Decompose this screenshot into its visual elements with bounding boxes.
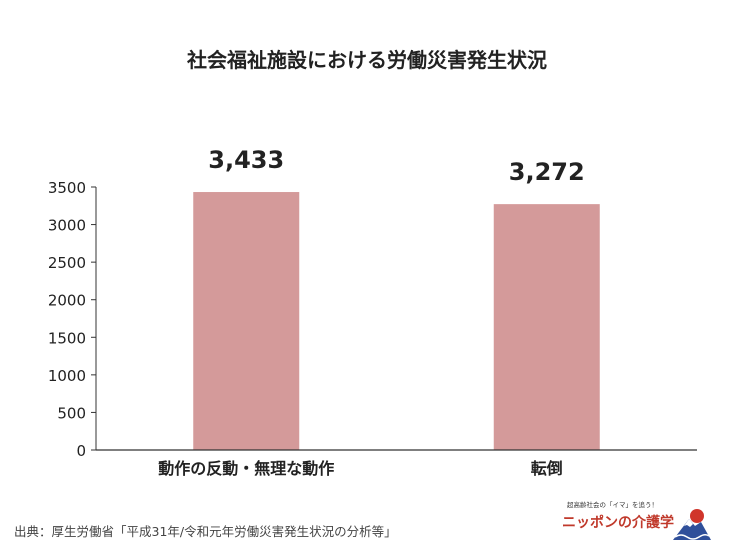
y-tick-label: 0 — [76, 442, 86, 460]
y-tick-label: 2000 — [48, 292, 86, 310]
bar — [193, 192, 300, 450]
data-label: 3,433 — [208, 146, 284, 174]
x-tick-label: 動作の反動・無理な動作 — [158, 459, 334, 478]
y-tick-label: 1000 — [48, 367, 86, 385]
y-tick-label: 2500 — [48, 254, 86, 272]
logo-name: ニッポンの介護学 — [562, 515, 674, 531]
source-note: 出典：厚生労働省「平成31年/令和元年労働災害発生状況の分析等」 — [14, 524, 397, 539]
mount-fuji-sun-icon — [673, 509, 711, 540]
y-tick-label: 3500 — [48, 179, 86, 197]
x-tick-label: 転倒 — [531, 459, 563, 478]
brand-logo: 超高齢社会の「イマ」を追う！ ニッポンの介護学 — [553, 498, 725, 546]
data-label: 3,272 — [509, 158, 585, 186]
chart-title: 社会福祉施設における労働災害発生状況 — [187, 48, 547, 72]
y-tick-label: 500 — [57, 404, 86, 422]
logo-tagline: 超高齢社会の「イマ」を追う！ — [567, 501, 658, 509]
bar-chart: 0 500 1000 1500 2000 2500 3000 3500 3,433 動作の反動・無… — [48, 146, 697, 478]
bar — [493, 204, 600, 450]
y-tick-label: 3000 — [48, 217, 86, 235]
y-tick-label: 1500 — [48, 329, 86, 347]
